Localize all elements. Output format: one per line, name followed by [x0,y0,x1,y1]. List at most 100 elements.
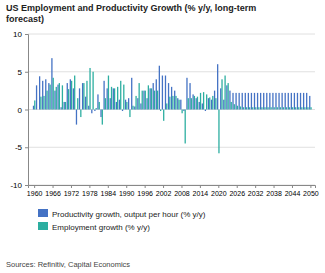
annotation: Sources: Refinitiv, Capital Economics [6,260,130,269]
bar [111,87,112,110]
bar [92,72,93,110]
bar [142,91,143,110]
bar [192,94,193,109]
bar [223,100,224,110]
bar [85,97,86,110]
bar-series [34,68,312,153]
bar [218,110,219,154]
bar [220,88,221,109]
bar [267,107,268,109]
bar [178,100,179,110]
bar [113,88,114,109]
bar [288,93,289,110]
bar [269,93,270,110]
bar [37,109,38,110]
bar [94,110,95,112]
bar [261,107,262,109]
bar [185,110,186,144]
bar [304,107,305,109]
bar [134,106,135,109]
bar [64,102,65,110]
grid-line [28,34,315,35]
tick-mark [274,185,275,188]
legend-item: Productivity growth, output per hour (% … [38,209,206,219]
bar [51,58,52,109]
tick-mark [310,185,311,188]
bar [89,68,90,110]
plot: 1960196619721978198419901996200220082014… [10,30,318,197]
bar [240,106,241,109]
tick-mark [25,185,28,186]
bar [86,81,87,110]
tick-mark [89,185,90,188]
bar [231,102,232,110]
legend-label: Productivity growth, output per hour (% … [52,210,206,219]
tick-label: 1966 [45,190,61,197]
bar [71,81,72,110]
bar [40,97,41,110]
bar [102,110,103,125]
bar [228,83,229,109]
bar [169,97,170,110]
x-tick: 2026 [229,185,245,197]
bar [172,96,173,110]
bar [217,64,218,109]
bar [297,93,298,110]
tick-mark [25,34,28,35]
tick-mark [218,185,219,188]
tick-label: 1984 [101,190,117,197]
tick-label: -5 [15,143,23,152]
tick-label: 2044 [285,190,301,197]
bar [206,94,207,109]
bar [163,110,164,121]
bar [294,93,295,110]
bar [175,96,176,110]
bar [245,93,246,110]
bar [300,93,301,110]
bar [97,94,98,109]
tick-label: 5 [18,68,23,77]
y-tick: -5 [15,143,28,152]
tick-label: 2026 [229,190,245,197]
x-tick: 2014 [193,185,209,197]
bar [309,96,310,110]
bar [196,98,197,109]
x-tick: 1990 [119,185,135,197]
bar [214,91,215,110]
bar [77,98,78,109]
tick-mark [25,147,28,148]
bar [254,93,255,110]
tick-mark [163,185,164,188]
axis-line [25,35,29,186]
bar [146,98,147,109]
bar [148,85,149,109]
bar [120,81,121,110]
bar-series [33,58,311,124]
bar [125,100,126,110]
bar [229,91,230,110]
bar [157,91,158,110]
tick-mark [255,185,256,188]
bar [74,76,75,110]
bar [232,93,233,110]
x-tick: 1978 [82,185,98,197]
bar [59,83,60,109]
y-tick: -10 [10,181,28,190]
bar [100,110,101,118]
bar [34,100,35,109]
tick-label: 2002 [156,190,172,197]
bar [202,103,203,109]
bar [62,85,63,109]
bar [286,107,287,109]
tick-label: 10 [13,30,22,39]
bar [186,78,187,110]
x-tick: 1984 [101,185,117,197]
bar [154,91,155,110]
bar [108,76,109,110]
bar [183,110,184,112]
tick-label: 2020 [211,190,227,197]
bar [289,107,290,109]
bar [209,97,210,109]
bar [151,88,152,109]
tick-label: 2014 [193,190,209,197]
